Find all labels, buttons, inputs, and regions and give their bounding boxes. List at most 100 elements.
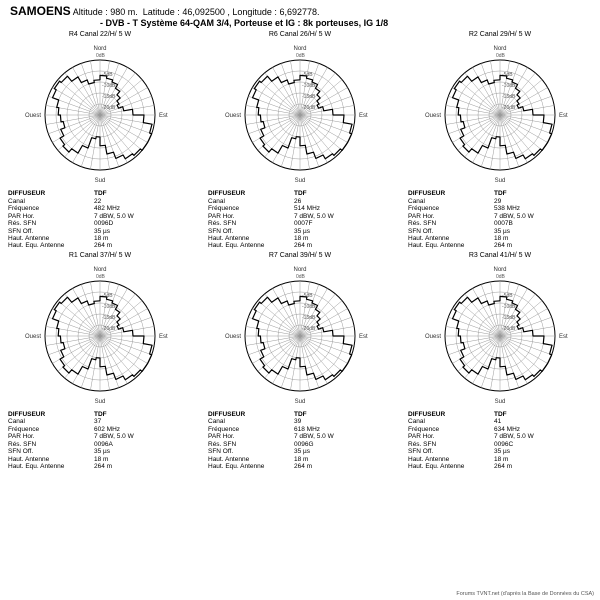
svg-text:Nord: Nord [493,46,506,52]
svg-text:0dB: 0dB [296,53,306,59]
hequ-label: Haut. Equ. Antenne [6,463,92,470]
par-value: 7 dBW, 5.0 W [292,213,394,220]
sfn-label: SFN Off. [206,448,292,455]
res-value: 0096C [492,441,594,448]
res-label: Rés. SFN [406,220,492,227]
info-table: DIFFUSEUR TDF Canal 29 Fréquence 538 MHz… [406,190,594,250]
hant-label: Haut. Antenne [206,235,292,242]
res-label: Rés. SFN [406,441,492,448]
svg-text:-10dB: -10dB [302,83,316,89]
canal-value: 39 [292,418,394,425]
lon-value: 6,692778. [279,7,319,17]
polar-chart: -5dB-10dB-15dB-20dB0dBNordEstSudOuest [225,259,375,409]
svg-text:Sud: Sud [95,178,106,184]
polar-chart: -5dB-10dB-15dB-20dB0dBNordEstSudOuest [225,38,375,188]
hant-label: Haut. Antenne [6,456,92,463]
diffuseur-value: TDF [292,190,394,197]
res-label: Rés. SFN [6,220,92,227]
chart-cell: R1 Canal 37/H/ 5 W-5dB-10dB-15dB-20dB0dB… [0,250,200,471]
par-label: PAR Hor. [6,433,92,440]
lat-label: Latitude : [143,7,180,17]
hequ-label: Haut. Equ. Antenne [406,463,492,470]
freq-label: Fréquence [406,205,492,212]
canal-value: 26 [292,198,394,205]
chart-cell: R2 Canal 29/H/ 5 W-5dB-10dB-15dB-20dB0dB… [400,29,600,250]
diffuseur-value: TDF [292,411,394,418]
svg-text:Sud: Sud [495,399,506,405]
info-table: DIFFUSEUR TDF Canal 37 Fréquence 602 MHz… [6,411,194,471]
svg-text:Est: Est [159,334,168,340]
svg-text:Ouest: Ouest [425,334,441,340]
par-value: 7 dBW, 5.0 W [92,433,194,440]
canal-label: Canal [6,198,92,205]
svg-text:Sud: Sud [95,399,106,405]
diffuseur-label: DIFFUSEUR [6,190,92,197]
freq-label: Fréquence [206,426,292,433]
system-line: - DVB - T Système 64-QAM 3/4, Porteuse e… [10,18,590,29]
info-table: DIFFUSEUR TDF Canal 39 Fréquence 618 MHz… [206,411,394,471]
par-label: PAR Hor. [206,213,292,220]
chart-title: R1 Canal 37/H/ 5 W [69,252,131,259]
svg-text:Est: Est [159,113,168,119]
canal-label: Canal [406,418,492,425]
sfn-value: 35 µs [492,448,594,455]
chart-title: R3 Canal 41/H/ 5 W [469,252,531,259]
svg-text:0dB: 0dB [496,274,506,280]
svg-text:Sud: Sud [295,399,306,405]
par-value: 7 dBW, 5.0 W [292,433,394,440]
svg-text:Est: Est [559,113,568,119]
sfn-label: SFN Off. [206,228,292,235]
canal-value: 41 [492,418,594,425]
svg-text:-10dB: -10dB [302,304,316,310]
lat-value: 46,092500 , [182,7,230,17]
diffuseur-value: TDF [492,190,594,197]
res-value: 0096D [92,220,194,227]
par-value: 7 dBW, 5.0 W [492,433,594,440]
hant-value: 18 m [92,456,194,463]
polar-chart: -5dB-10dB-15dB-20dB0dBNordEstSudOuest [25,259,175,409]
svg-text:Nord: Nord [293,267,306,273]
sfn-label: SFN Off. [6,228,92,235]
chart-cell: R7 Canal 39/H/ 5 W-5dB-10dB-15dB-20dB0dB… [200,250,400,471]
freq-value: 482 MHz [92,205,194,212]
hant-label: Haut. Antenne [6,235,92,242]
res-label: Rés. SFN [6,441,92,448]
chart-title: R2 Canal 29/H/ 5 W [469,31,531,38]
freq-label: Fréquence [6,205,92,212]
par-value: 7 dBW, 5.0 W [92,213,194,220]
svg-text:0dB: 0dB [96,274,106,280]
svg-text:Ouest: Ouest [225,334,241,340]
diffuseur-label: DIFFUSEUR [406,411,492,418]
freq-value: 514 MHz [292,205,394,212]
hequ-value: 264 m [292,242,394,249]
diffuseur-value: TDF [492,411,594,418]
svg-text:Nord: Nord [93,46,106,52]
chart-cell: R6 Canal 26/H/ 5 W-5dB-10dB-15dB-20dB0dB… [200,29,400,250]
diffuseur-label: DIFFUSEUR [206,190,292,197]
canal-label: Canal [6,418,92,425]
svg-text:Ouest: Ouest [425,113,441,119]
hant-label: Haut. Antenne [206,456,292,463]
canal-value: 29 [492,198,594,205]
freq-label: Fréquence [406,426,492,433]
canal-label: Canal [206,418,292,425]
diffuseur-label: DIFFUSEUR [6,411,92,418]
freq-label: Fréquence [206,205,292,212]
chart-cell: R3 Canal 41/H/ 5 W-5dB-10dB-15dB-20dB0dB… [400,250,600,471]
page-header: SAMOENS Altitude : 980 m. Latitude : 46,… [0,0,600,29]
sfn-value: 35 µs [92,448,194,455]
svg-text:Nord: Nord [493,267,506,273]
polar-chart: -5dB-10dB-15dB-20dB0dBNordEstSudOuest [425,38,575,188]
res-label: Rés. SFN [206,441,292,448]
res-value: 0007F [292,220,394,227]
par-label: PAR Hor. [406,213,492,220]
svg-text:0dB: 0dB [496,53,506,59]
hant-label: Haut. Antenne [406,235,492,242]
hant-value: 18 m [492,456,594,463]
freq-value: 634 MHz [492,426,594,433]
svg-text:Nord: Nord [93,267,106,273]
alt-value: 980 m. [110,7,138,17]
alt-label: Altitude : [73,7,108,17]
svg-text:Ouest: Ouest [25,334,41,340]
hequ-label: Haut. Equ. Antenne [6,242,92,249]
